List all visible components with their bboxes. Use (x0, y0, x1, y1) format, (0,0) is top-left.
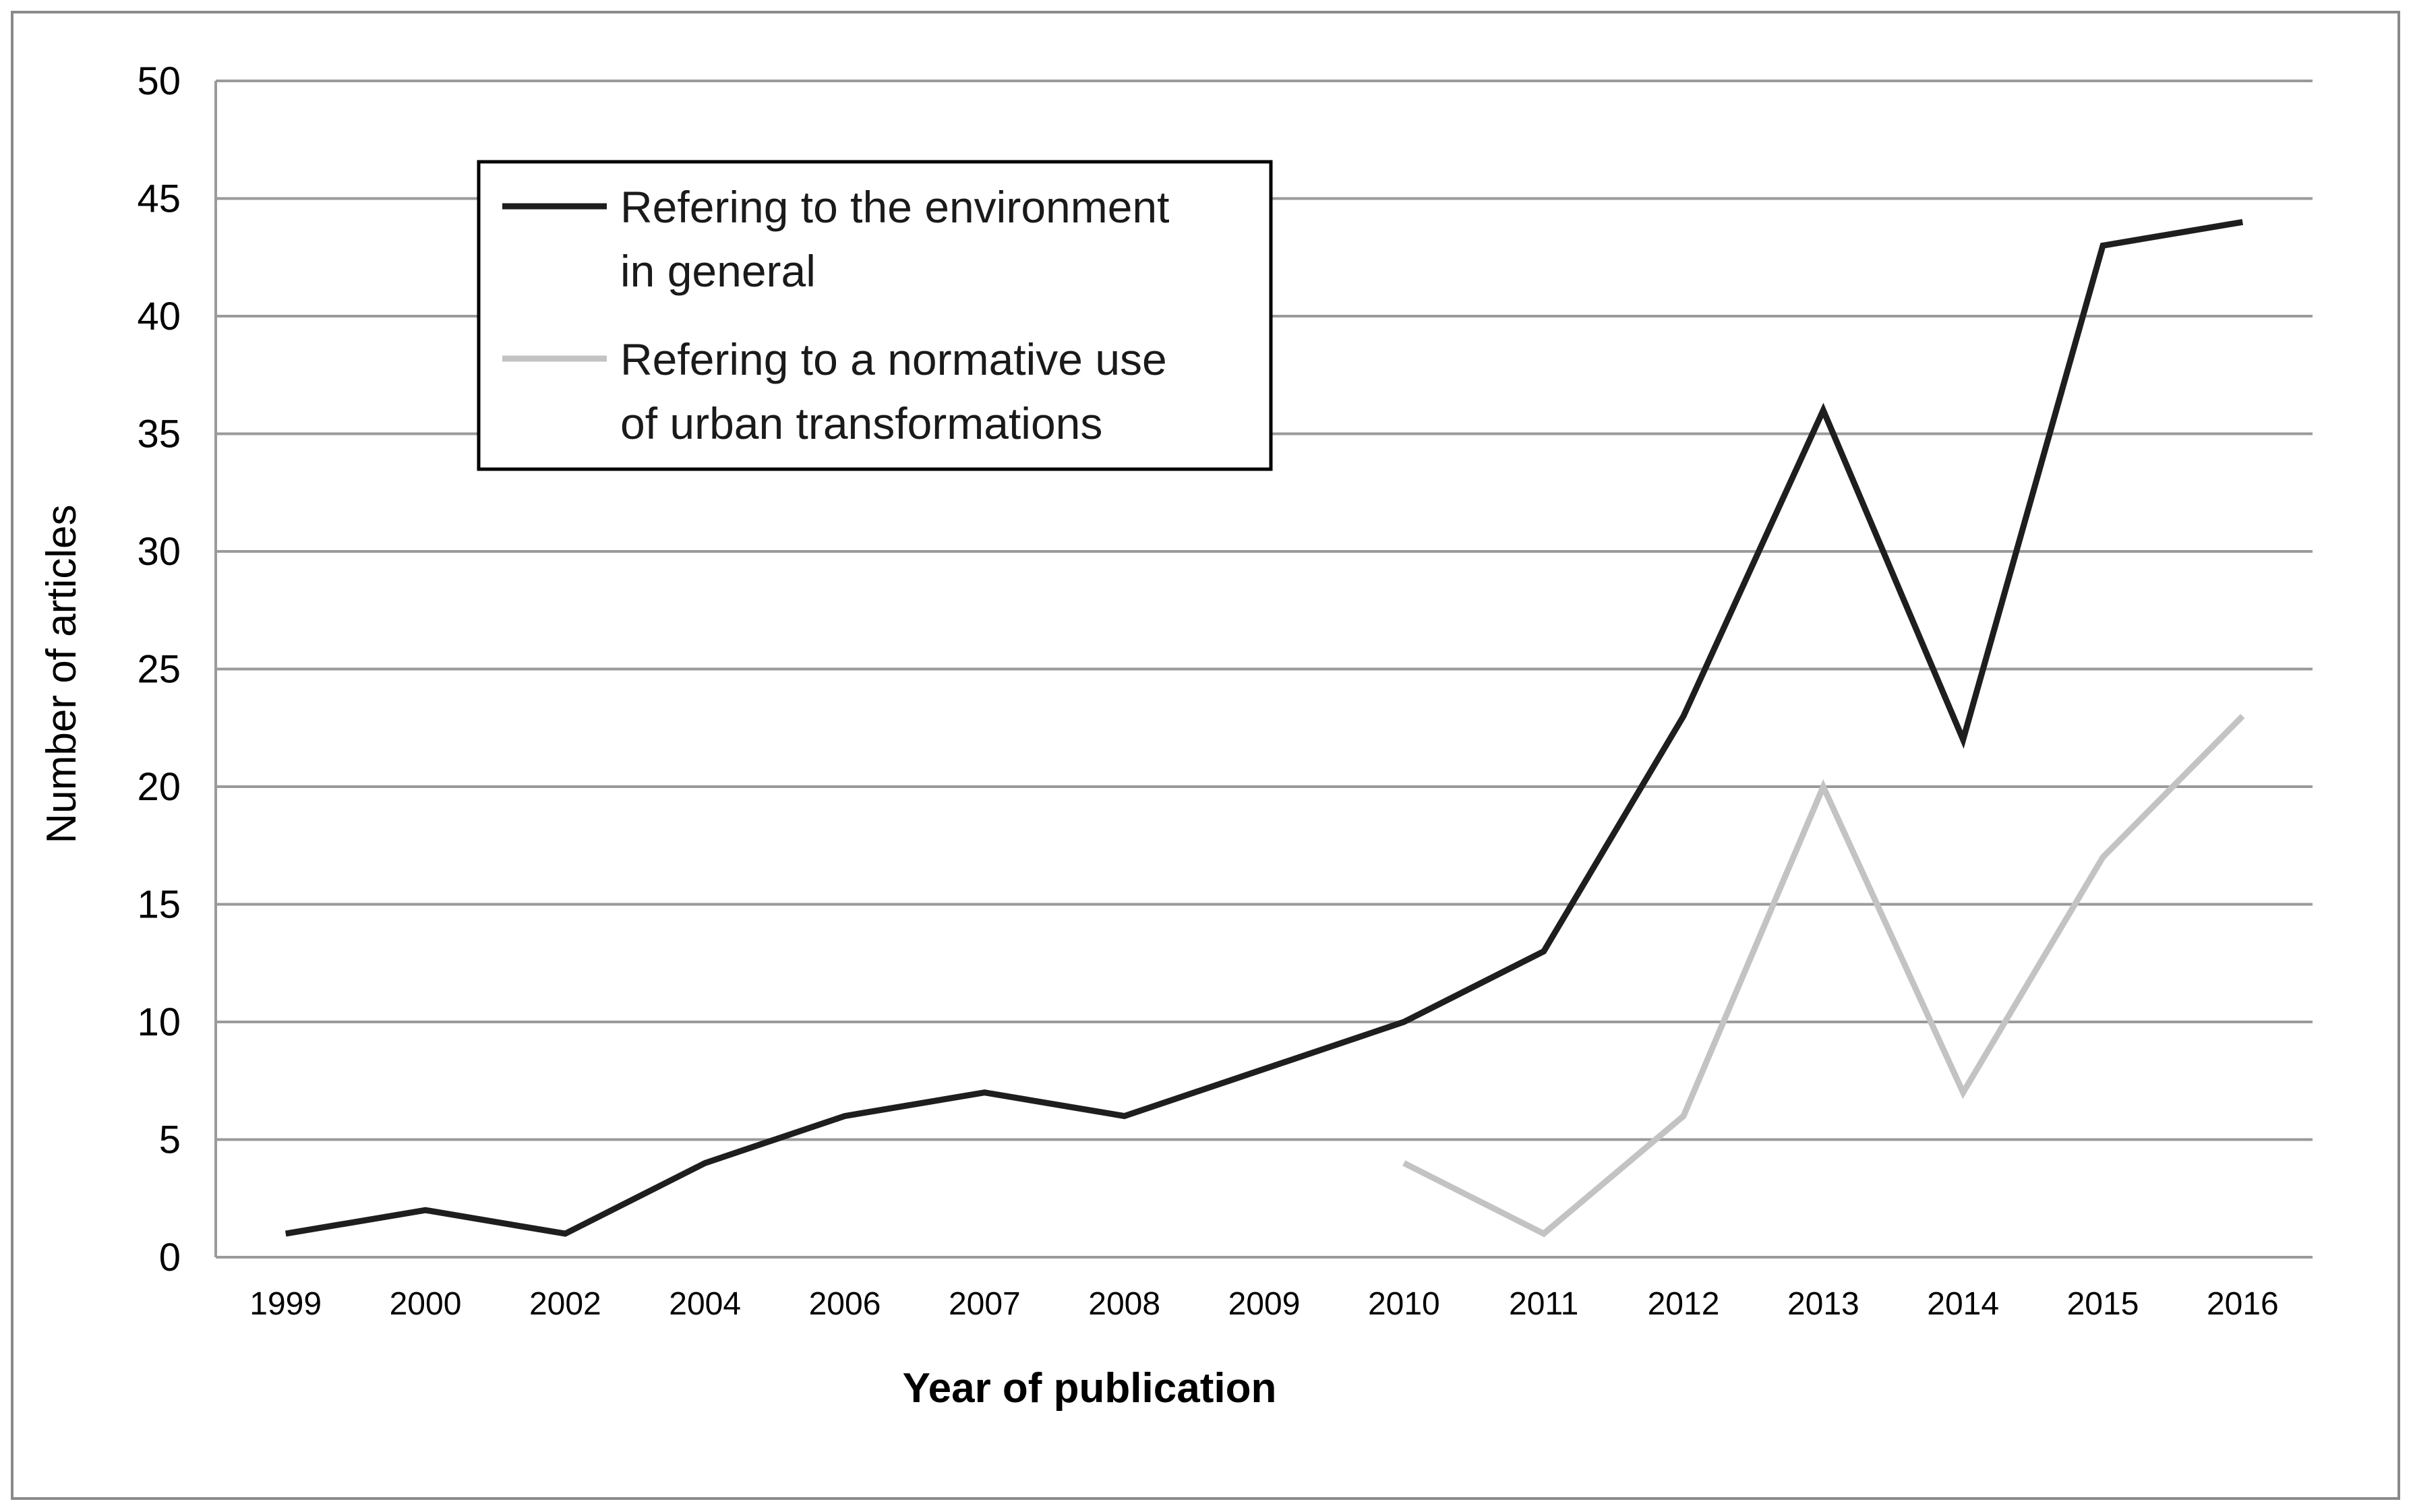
x-axis-ticks: 1999 2000 2002 2004 2006 2007 2008 2009 2010 2011… (249, 1286, 2278, 1322)
x-tick-label: 2000 (390, 1286, 462, 1322)
legend-label-environment-line1: Refering to the environment (620, 182, 1169, 232)
x-tick-label: 2010 (1368, 1286, 1440, 1322)
x-tick-label: 2009 (1228, 1286, 1301, 1322)
x-tick-label: 1999 (249, 1286, 322, 1322)
legend-label-environment-line2: in general (620, 246, 816, 296)
y-tick-label: 40 (137, 295, 181, 338)
y-tick-label: 10 (137, 1000, 181, 1044)
x-tick-label: 2015 (2067, 1286, 2139, 1322)
x-tick-label: 2008 (1088, 1286, 1160, 1322)
x-tick-label: 2011 (1509, 1286, 1578, 1322)
series-group (285, 218, 2245, 1238)
y-axis-title: Number of articles (38, 504, 85, 843)
legend-label-normative-line1: Refering to a normative use (620, 334, 1167, 384)
y-tick-label: 0 (159, 1236, 181, 1279)
x-tick-label: 2013 (1787, 1286, 1859, 1322)
legend: Refering to the environment in general R… (477, 160, 1273, 471)
x-tick-label: 2007 (949, 1286, 1021, 1322)
y-tick-label: 5 (159, 1118, 181, 1162)
x-tick-label: 2004 (669, 1286, 741, 1322)
x-tick-label: 2012 (1648, 1286, 1720, 1322)
y-axis-ticks: 0 5 10 15 20 25 30 35 40 45 50 (137, 59, 181, 1279)
series-line-normative (1402, 714, 2245, 1238)
x-tick-label: 2014 (1927, 1286, 1999, 1322)
x-axis-title: Year of publication (903, 1365, 1277, 1412)
series-line-environment (285, 218, 2244, 1237)
legend-box (477, 160, 1273, 471)
y-tick-label: 50 (137, 59, 181, 103)
legend-label-normative-line2: of urban transformations (620, 398, 1102, 448)
x-tick-label: 2006 (809, 1286, 881, 1322)
x-tick-label: 2016 (2207, 1286, 2279, 1322)
y-tick-label: 15 (137, 883, 181, 927)
x-tick-label: 2002 (529, 1286, 601, 1322)
y-tick-label: 20 (137, 765, 181, 809)
y-tick-label: 30 (137, 530, 181, 574)
y-tick-label: 45 (137, 177, 181, 221)
y-tick-label: 25 (137, 648, 181, 692)
y-tick-label: 35 (137, 413, 181, 456)
